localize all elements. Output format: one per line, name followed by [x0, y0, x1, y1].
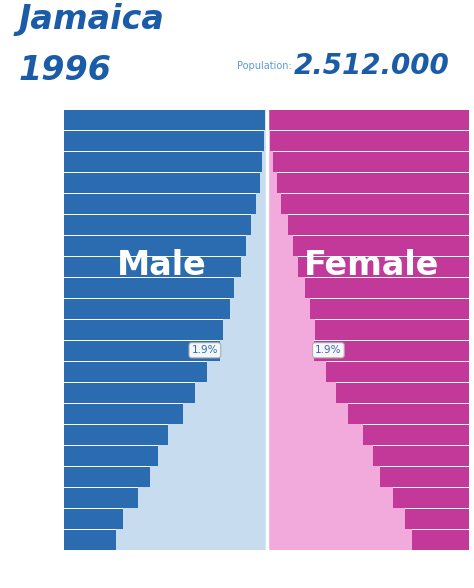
Text: 1.9%: 1.9%	[315, 345, 342, 355]
Text: 2.512.000: 2.512.000	[294, 52, 450, 80]
Bar	[266, 382, 469, 403]
Bar	[64, 445, 266, 466]
Bar	[64, 277, 266, 298]
Bar	[64, 298, 266, 319]
Bar	[64, 487, 266, 508]
Text: Population:: Population:	[237, 61, 292, 71]
Bar	[266, 172, 469, 193]
Bar	[64, 403, 266, 424]
Bar	[266, 319, 469, 340]
Bar	[266, 256, 469, 277]
Polygon shape	[266, 109, 412, 550]
Bar	[266, 340, 469, 361]
Bar	[266, 193, 469, 214]
Bar	[266, 277, 469, 298]
Bar	[64, 193, 266, 214]
Bar	[64, 109, 266, 130]
Bar	[266, 529, 469, 550]
Text: Jamaica: Jamaica	[19, 4, 165, 36]
Text: Female: Female	[304, 249, 440, 282]
Bar	[64, 214, 266, 235]
Bar	[266, 298, 469, 319]
Text: 1996: 1996	[19, 55, 112, 88]
Bar	[266, 109, 469, 130]
Bar	[266, 130, 469, 151]
Bar	[64, 172, 266, 193]
Bar	[64, 529, 266, 550]
Bar	[64, 382, 266, 403]
Bar	[64, 130, 266, 151]
Bar	[64, 256, 266, 277]
Bar	[64, 319, 266, 340]
Bar	[64, 340, 266, 361]
Bar	[266, 508, 469, 529]
Text: Male: Male	[117, 249, 206, 282]
Bar	[64, 151, 266, 172]
Text: 1.9%: 1.9%	[191, 345, 218, 355]
Bar	[64, 424, 266, 445]
Bar	[266, 424, 469, 445]
Bar	[266, 151, 469, 172]
Bar	[64, 361, 266, 382]
Polygon shape	[116, 109, 266, 550]
Bar	[266, 466, 469, 487]
Bar	[266, 445, 469, 466]
Bar	[266, 235, 469, 256]
Bar	[64, 466, 266, 487]
Bar	[64, 235, 266, 256]
Bar	[64, 508, 266, 529]
Bar	[266, 403, 469, 424]
Bar	[266, 361, 469, 382]
Bar	[266, 487, 469, 508]
Bar	[266, 214, 469, 235]
